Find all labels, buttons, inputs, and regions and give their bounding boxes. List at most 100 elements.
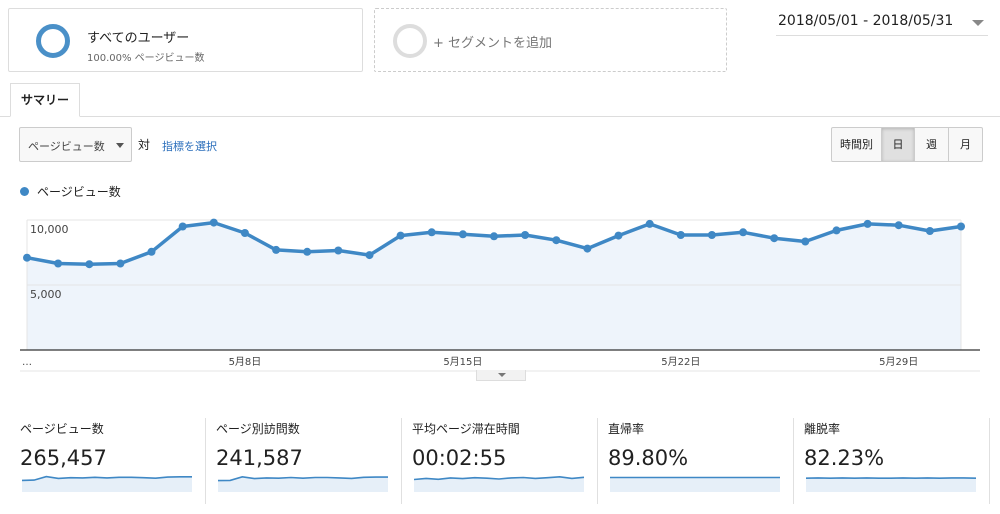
data-point — [770, 234, 779, 243]
data-point — [54, 259, 63, 268]
interval-day-button[interactable]: 日 — [882, 128, 915, 161]
chevron-down-icon — [972, 20, 984, 26]
scorecard-value: 89.80% — [608, 446, 689, 470]
x-tick-label: … — [22, 357, 32, 368]
segment-title: すべてのユーザー — [87, 31, 190, 46]
series-area-fill — [27, 222, 961, 350]
scorecard-divider — [989, 418, 990, 504]
scorecard-value: 265,457 — [20, 446, 107, 470]
data-point — [614, 231, 623, 240]
data-point — [676, 231, 685, 239]
scorecard-label: ページビュー数 — [20, 422, 104, 436]
data-point — [116, 259, 125, 268]
data-point — [832, 226, 841, 235]
data-point — [303, 247, 312, 256]
interval-hourly-button[interactable]: 時間別 — [832, 128, 882, 161]
scorecard[interactable]: 離脱率 82.23% — [804, 418, 979, 504]
add-segment-button[interactable]: + セグメントを追加 — [374, 8, 727, 72]
data-point — [739, 228, 748, 237]
data-point — [365, 251, 374, 260]
data-point — [272, 245, 281, 254]
data-point — [147, 247, 156, 256]
interval-week-button[interactable]: 週 — [915, 128, 949, 161]
legend-dot-icon — [20, 187, 29, 196]
scorecard-label: 平均ページ滞在時間 — [412, 422, 520, 436]
x-tick-label: 5月15日 — [443, 356, 482, 368]
scorecard-sparkline — [218, 475, 388, 492]
sparkline-line — [218, 475, 388, 482]
date-range-text: 2018/05/01 - 2018/05/31 — [778, 13, 954, 29]
data-point — [490, 232, 498, 241]
legend-series-label: ページビュー数 — [37, 185, 121, 199]
sparkline-area — [22, 476, 192, 492]
add-segment-label: + セグメントを追加 — [433, 36, 553, 51]
data-point — [396, 231, 405, 240]
pageviews-line-chart[interactable]: 10,000 5,000 … 5月8日 5月15日 5月22日 5月29日 — [0, 200, 1000, 372]
y-tick-label: 5,000 — [30, 288, 62, 301]
vs-label: 対 — [138, 138, 151, 152]
data-point — [925, 227, 934, 235]
tab-bar-divider — [0, 116, 1000, 117]
data-point — [583, 244, 592, 253]
segment-card-all-users[interactable]: すべてのユーザー 100.00% ページビュー数 — [8, 8, 363, 72]
data-point — [240, 229, 249, 237]
scorecard[interactable]: 平均ページ滞在時間 00:02:55 — [412, 418, 587, 504]
scorecard-divider — [205, 418, 206, 504]
data-point — [458, 230, 467, 239]
empty-segment-ring-icon — [393, 24, 427, 58]
scorecard-value: 00:02:55 — [412, 446, 507, 470]
data-point — [863, 219, 872, 228]
date-range-picker[interactable]: 2018/05/01 - 2018/05/31 — [776, 8, 988, 36]
data-point — [334, 246, 343, 255]
data-point — [801, 237, 810, 246]
data-point — [552, 236, 561, 245]
sparkline-area — [806, 477, 976, 492]
data-point — [521, 231, 530, 239]
sparkline-area — [414, 476, 584, 492]
scorecard-divider — [793, 418, 794, 504]
scorecard-sparkline — [610, 476, 780, 492]
scorecard-label: ページ別訪問数 — [216, 422, 300, 436]
sparkline-area — [218, 476, 388, 492]
scorecard-divider — [401, 418, 402, 504]
metric-select[interactable]: ページビュー数 — [19, 127, 132, 162]
metric-scorecards: ページビュー数 265,457 ページ別訪問数 241,587 平均ページ滞在時間 00:… — [0, 418, 1000, 508]
data-point — [707, 231, 716, 239]
data-point — [209, 218, 218, 227]
scorecard-label: 離脱率 — [804, 422, 841, 436]
tab-summary[interactable]: サマリー — [10, 83, 80, 117]
choose-metric-link[interactable]: 指標を選択 — [162, 140, 217, 153]
data-point — [645, 219, 654, 228]
scorecard[interactable]: ページビュー数 265,457 — [20, 418, 195, 504]
y-tick-label: 10,000 — [30, 223, 69, 236]
data-point — [427, 228, 436, 237]
x-tick-label: 5月22日 — [661, 356, 700, 368]
dropdown-caret-icon — [116, 143, 124, 148]
x-tick-label: 5月29日 — [879, 356, 918, 368]
x-tick-label: 5月8日 — [229, 356, 262, 368]
data-point — [178, 222, 187, 231]
data-point — [85, 260, 94, 269]
scorecard-value: 241,587 — [216, 446, 303, 470]
scorecard-sparkline — [806, 477, 977, 492]
sparkline-area — [610, 477, 780, 492]
interval-toggle: 時間別 日 週 月 — [831, 127, 983, 162]
scorecard-divider — [597, 418, 598, 504]
scorecard-value: 82.23% — [804, 446, 885, 470]
data-point — [894, 221, 903, 230]
segment-ring-icon — [36, 24, 70, 58]
sparkline-line — [22, 475, 192, 482]
chevron-down-icon — [498, 373, 506, 377]
chart-collapse-handle[interactable] — [476, 370, 526, 381]
scorecard[interactable]: ページ別訪問数 241,587 — [216, 418, 391, 504]
interval-month-button[interactable]: 月 — [960, 138, 971, 151]
metric-select-value: ページビュー数 — [28, 140, 105, 153]
data-point — [23, 253, 31, 262]
scorecard-sparkline — [22, 475, 192, 492]
scorecard-sparkline — [414, 475, 585, 492]
sparkline-line — [414, 475, 585, 481]
segment-subtitle: 100.00% ページビュー数 — [87, 53, 205, 64]
scorecard[interactable]: 直帰率 89.80% — [608, 418, 783, 504]
scorecard-label: 直帰率 — [608, 422, 645, 436]
data-point — [957, 222, 965, 231]
